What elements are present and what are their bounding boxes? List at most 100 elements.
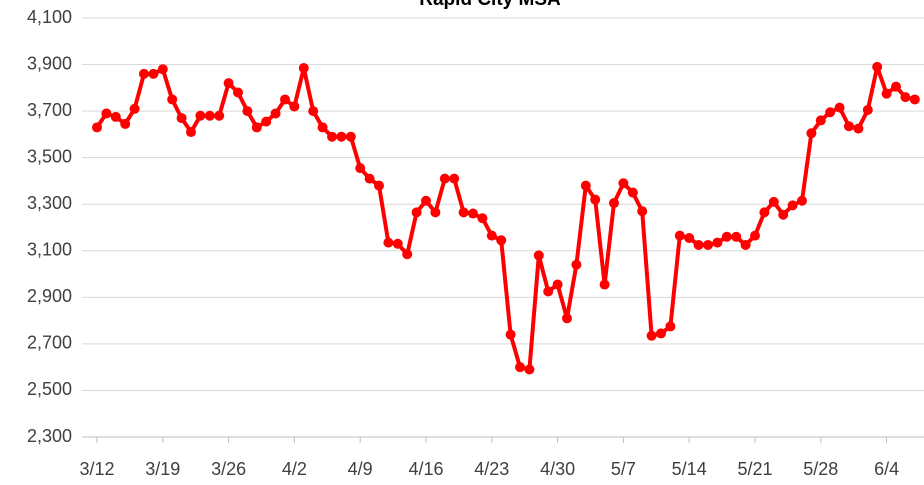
- x-tick-label: 5/7: [611, 459, 636, 479]
- point: [825, 107, 836, 118]
- point: [712, 237, 723, 248]
- point: [768, 196, 779, 207]
- point: [872, 61, 883, 72]
- point: [543, 286, 554, 297]
- point: [759, 207, 770, 218]
- point: [374, 180, 384, 191]
- point: [139, 68, 149, 79]
- point: [665, 321, 676, 332]
- x-tick-label: 3/12: [79, 459, 114, 479]
- point: [92, 122, 102, 133]
- point: [590, 194, 601, 205]
- y-tick-label: 3,100: [27, 240, 72, 260]
- point: [721, 231, 732, 242]
- point: [731, 231, 742, 242]
- x-tick-label: 4/16: [408, 459, 443, 479]
- point: [524, 364, 535, 375]
- point: [505, 329, 516, 340]
- point: [496, 235, 507, 246]
- point: [552, 279, 563, 290]
- x-tick-label: 5/14: [672, 459, 707, 479]
- point: [411, 207, 422, 218]
- point: [881, 88, 892, 99]
- point: [815, 115, 826, 126]
- point: [862, 104, 873, 115]
- x-tick-label: 5/28: [803, 459, 838, 479]
- x-tick-label: 4/2: [282, 459, 307, 479]
- point: [684, 232, 695, 243]
- point: [449, 173, 460, 184]
- point: [280, 94, 290, 105]
- point: [439, 173, 450, 184]
- point: [336, 131, 347, 142]
- point: [148, 68, 159, 79]
- point: [580, 180, 591, 191]
- point: [609, 198, 619, 209]
- x-tick-label: 4/23: [474, 459, 509, 479]
- y-tick-label: 2,700: [27, 333, 72, 353]
- y-tick-label: 3,500: [27, 146, 72, 166]
- point: [289, 101, 300, 112]
- point: [402, 249, 413, 260]
- point: [327, 131, 337, 142]
- point: [223, 78, 234, 89]
- point: [421, 195, 431, 206]
- point: [120, 118, 131, 129]
- y-tick-label: 3,300: [27, 193, 72, 213]
- x-tick-label: 6/4: [874, 459, 899, 479]
- point: [242, 106, 253, 117]
- y-tick-label: 2,900: [27, 286, 72, 306]
- point: [308, 106, 319, 117]
- point: [364, 173, 375, 184]
- point: [806, 128, 817, 139]
- point: [270, 108, 281, 119]
- point: [853, 123, 864, 134]
- point: [533, 250, 544, 261]
- point: [392, 238, 403, 249]
- point: [233, 87, 243, 98]
- point: [778, 209, 789, 220]
- y-tick-label: 3,900: [27, 53, 72, 73]
- x-tick-label: 3/26: [211, 459, 246, 479]
- point: [909, 94, 920, 105]
- x-tick-label: 3/19: [145, 459, 180, 479]
- point: [562, 313, 572, 324]
- point: [458, 207, 469, 218]
- point: [298, 63, 309, 74]
- point: [477, 213, 488, 224]
- point: [627, 187, 638, 198]
- point: [900, 92, 911, 103]
- point: [468, 208, 478, 219]
- line: [95, 64, 916, 372]
- point: [656, 328, 666, 339]
- point: [787, 200, 798, 211]
- point: [618, 178, 629, 189]
- point: [693, 239, 704, 250]
- point: [486, 230, 497, 241]
- point: [195, 110, 206, 121]
- point: [834, 102, 845, 113]
- point: [703, 239, 713, 250]
- x-tick-label: 4/30: [540, 459, 575, 479]
- point: [101, 108, 112, 119]
- point: [740, 239, 751, 250]
- point: [844, 121, 854, 132]
- y-tick-label: 4,100: [27, 7, 72, 27]
- point: [430, 207, 441, 218]
- point: [186, 127, 196, 138]
- chart-title: Rapid City MSA: [419, 0, 561, 10]
- point: [674, 230, 685, 241]
- point: [646, 330, 657, 341]
- point: [176, 113, 187, 124]
- point: [261, 116, 272, 127]
- point: [204, 110, 215, 121]
- point: [251, 122, 262, 133]
- point: [637, 206, 648, 217]
- point: [157, 64, 168, 75]
- point: [345, 131, 356, 142]
- point: [167, 94, 178, 105]
- point: [214, 110, 225, 121]
- point: [797, 195, 807, 206]
- x-tick-label: 5/21: [737, 459, 772, 479]
